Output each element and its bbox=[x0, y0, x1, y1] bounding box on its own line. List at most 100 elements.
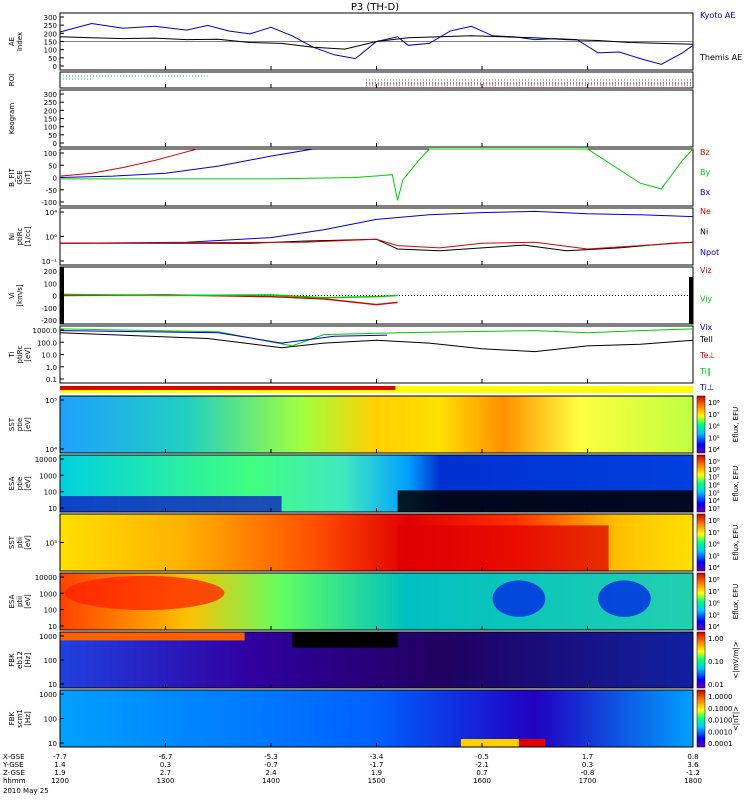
temperature-ylabel: Ti bbox=[8, 351, 16, 358]
keogram-ytick-label: 250 bbox=[44, 99, 57, 107]
esa-ion-depletion-1 bbox=[492, 580, 546, 617]
ephemeris-value: -1.2 bbox=[686, 769, 700, 777]
fbk_e-colorbar-tick: 1.00 bbox=[708, 635, 724, 643]
sst_e-ylabel: ptie bbox=[16, 418, 24, 431]
fbk_b-ylabel: [Hz] bbox=[24, 711, 32, 726]
ae-ytick-label: 200 bbox=[44, 30, 57, 38]
keogram-ytick-label: 50 bbox=[48, 132, 57, 140]
sst_e-ytick-label: 10⁴ bbox=[45, 446, 57, 454]
esa_e-colorbar-tick: 10⁹ bbox=[708, 458, 720, 466]
ephemeris-value: 0.3 bbox=[582, 761, 593, 769]
ae-ytick-label: 150 bbox=[44, 39, 57, 47]
density-ylabel: [1/cc] bbox=[24, 226, 32, 246]
fbk_e-ytick-label: 10 bbox=[48, 681, 57, 689]
ae-ytick-label: 0 bbox=[53, 63, 57, 71]
fbk_b-ytick-label: 1000 bbox=[39, 691, 57, 699]
fbk_b-colorbar-tick: 1.0000 bbox=[708, 693, 733, 701]
ephemeris-row-label: Z-GSE bbox=[3, 769, 25, 777]
ephemeris-value: 1200 bbox=[51, 777, 69, 785]
bfield-series-bx bbox=[59, 148, 314, 178]
ephemeris-value: 1700 bbox=[579, 777, 597, 785]
ephemeris-row-label: X-GSE bbox=[3, 753, 25, 761]
mode-bar-lower bbox=[60, 390, 693, 393]
esa_i-colorbar-tick: 10⁷ bbox=[708, 588, 720, 596]
velocity-ylabel: [km/s] bbox=[16, 284, 24, 307]
fbk_b-colorbar bbox=[696, 689, 706, 748]
ae-ytick-label: 50 bbox=[48, 55, 57, 63]
ephemeris-value: 2.4 bbox=[265, 769, 277, 777]
temperature-legend-0: Tell bbox=[699, 335, 713, 344]
temperature-legend-3: Ti⊥ bbox=[699, 383, 714, 392]
sst_e-colorbar-tick: 10⁸ bbox=[708, 399, 720, 407]
esa-electron-low-band bbox=[60, 496, 282, 512]
ephemeris-row-label: hhmm bbox=[3, 777, 26, 785]
ae-ytick-label: 300 bbox=[44, 14, 57, 22]
fbk_b-spectrogram bbox=[60, 690, 693, 747]
mode-bar-yellow bbox=[395, 386, 693, 390]
sst_e-colorbar-tick: 10⁷ bbox=[708, 411, 720, 419]
ae-series-kyoto-ae bbox=[59, 22, 694, 65]
ephemeris-value: 1500 bbox=[368, 777, 386, 785]
velocity-edge-mark bbox=[60, 267, 64, 324]
ae-ylabel: AE bbox=[8, 37, 16, 46]
ephemeris-value: -5.3 bbox=[264, 753, 278, 761]
esa_e-colorbar-tick: 10⁷ bbox=[708, 474, 720, 482]
ephemeris-value: -6.7 bbox=[159, 753, 173, 761]
esa-electron-noise-floor bbox=[397, 490, 693, 512]
velocity-ytick-label: -200 bbox=[41, 317, 57, 325]
ae-legend-1: Themis AE bbox=[699, 53, 742, 62]
ephemeris-value: -1.7 bbox=[370, 761, 384, 769]
bfield-ylabel: GSE bbox=[16, 170, 24, 184]
fbk_b-colorbar-tick: 0.0001 bbox=[708, 740, 733, 748]
esa_i-ylabel: ESA bbox=[8, 594, 16, 608]
density-ytick-label: 10⁴ bbox=[45, 209, 57, 217]
esa_e-ylabel: ptie bbox=[16, 477, 24, 490]
velocity-ytick-label: 200 bbox=[44, 268, 57, 276]
temperature-ytick-label: 100.0 bbox=[37, 339, 57, 347]
temperature-series-tell bbox=[59, 332, 694, 353]
fbk_b-ylabel: scm1 bbox=[16, 709, 24, 728]
ephemeris-row-label: Y-GSE bbox=[2, 761, 24, 769]
fbk_b-ytick-label: 10 bbox=[48, 740, 57, 748]
temperature-ytick-label: 10.0 bbox=[41, 352, 57, 360]
density-ylabel: ptiRc bbox=[16, 227, 24, 245]
bfield-ylabel: [nT] bbox=[24, 170, 32, 184]
esa_e-colorbar-tick: 10⁸ bbox=[708, 466, 720, 474]
esa_e-colorbar-tick: 10⁶ bbox=[708, 482, 720, 490]
fbk_e-ytick-label: 100 bbox=[44, 657, 57, 665]
esa-ion-hot-region bbox=[64, 575, 225, 611]
bfield-legend-1: By bbox=[700, 168, 710, 177]
ae-series-themis-ae bbox=[59, 35, 694, 50]
ae-ylabel: Index bbox=[16, 32, 24, 51]
velocity-legend-2: Vix bbox=[700, 323, 713, 332]
ae-legend-0: Kyoto AE bbox=[700, 11, 735, 20]
esa_i-colorbar-tick: 10⁶ bbox=[708, 600, 720, 608]
esa_e-ytick-label: 10000 bbox=[35, 456, 57, 464]
ephemeris-value: 1300 bbox=[157, 777, 175, 785]
density-frame bbox=[59, 207, 694, 266]
sst_e-colorbar bbox=[696, 395, 706, 454]
fbk_b-ytick-label: 100 bbox=[44, 716, 57, 724]
temperature-ylabel: ptiRc bbox=[16, 345, 24, 363]
density-series-black bbox=[60, 238, 694, 252]
esa_i-colorbar-tick: 10⁴ bbox=[708, 623, 720, 631]
ephemeris-value: 1.7 bbox=[582, 753, 593, 761]
ephemeris-value: 1800 bbox=[684, 777, 702, 785]
density-legend-1: Ni bbox=[700, 228, 708, 237]
bfield-frame bbox=[59, 148, 694, 207]
plot-date: 2010 May 25 bbox=[3, 787, 49, 795]
sst_e-colorbar-tick: 10⁵ bbox=[708, 434, 720, 442]
temperature-series-ti-perp bbox=[59, 330, 388, 344]
keogram-frame bbox=[59, 89, 694, 148]
sst-ion-peak-region bbox=[397, 525, 609, 571]
esa_i-ylabel: [eV] bbox=[24, 594, 32, 609]
ephemeris-value: 1.4 bbox=[54, 761, 66, 769]
fbk-e-high-freq-band bbox=[60, 632, 245, 641]
bfield-ytick-label: 0 bbox=[53, 175, 57, 183]
sst_i-colorbar-tick: 10⁷ bbox=[708, 529, 720, 537]
ae-ytick-label: 100 bbox=[44, 47, 57, 55]
temperature-legend-1: Te⊥ bbox=[699, 351, 715, 360]
esa_i-ytick-label: 100 bbox=[44, 607, 57, 615]
esa_e-ytick-label: 100 bbox=[44, 489, 57, 497]
